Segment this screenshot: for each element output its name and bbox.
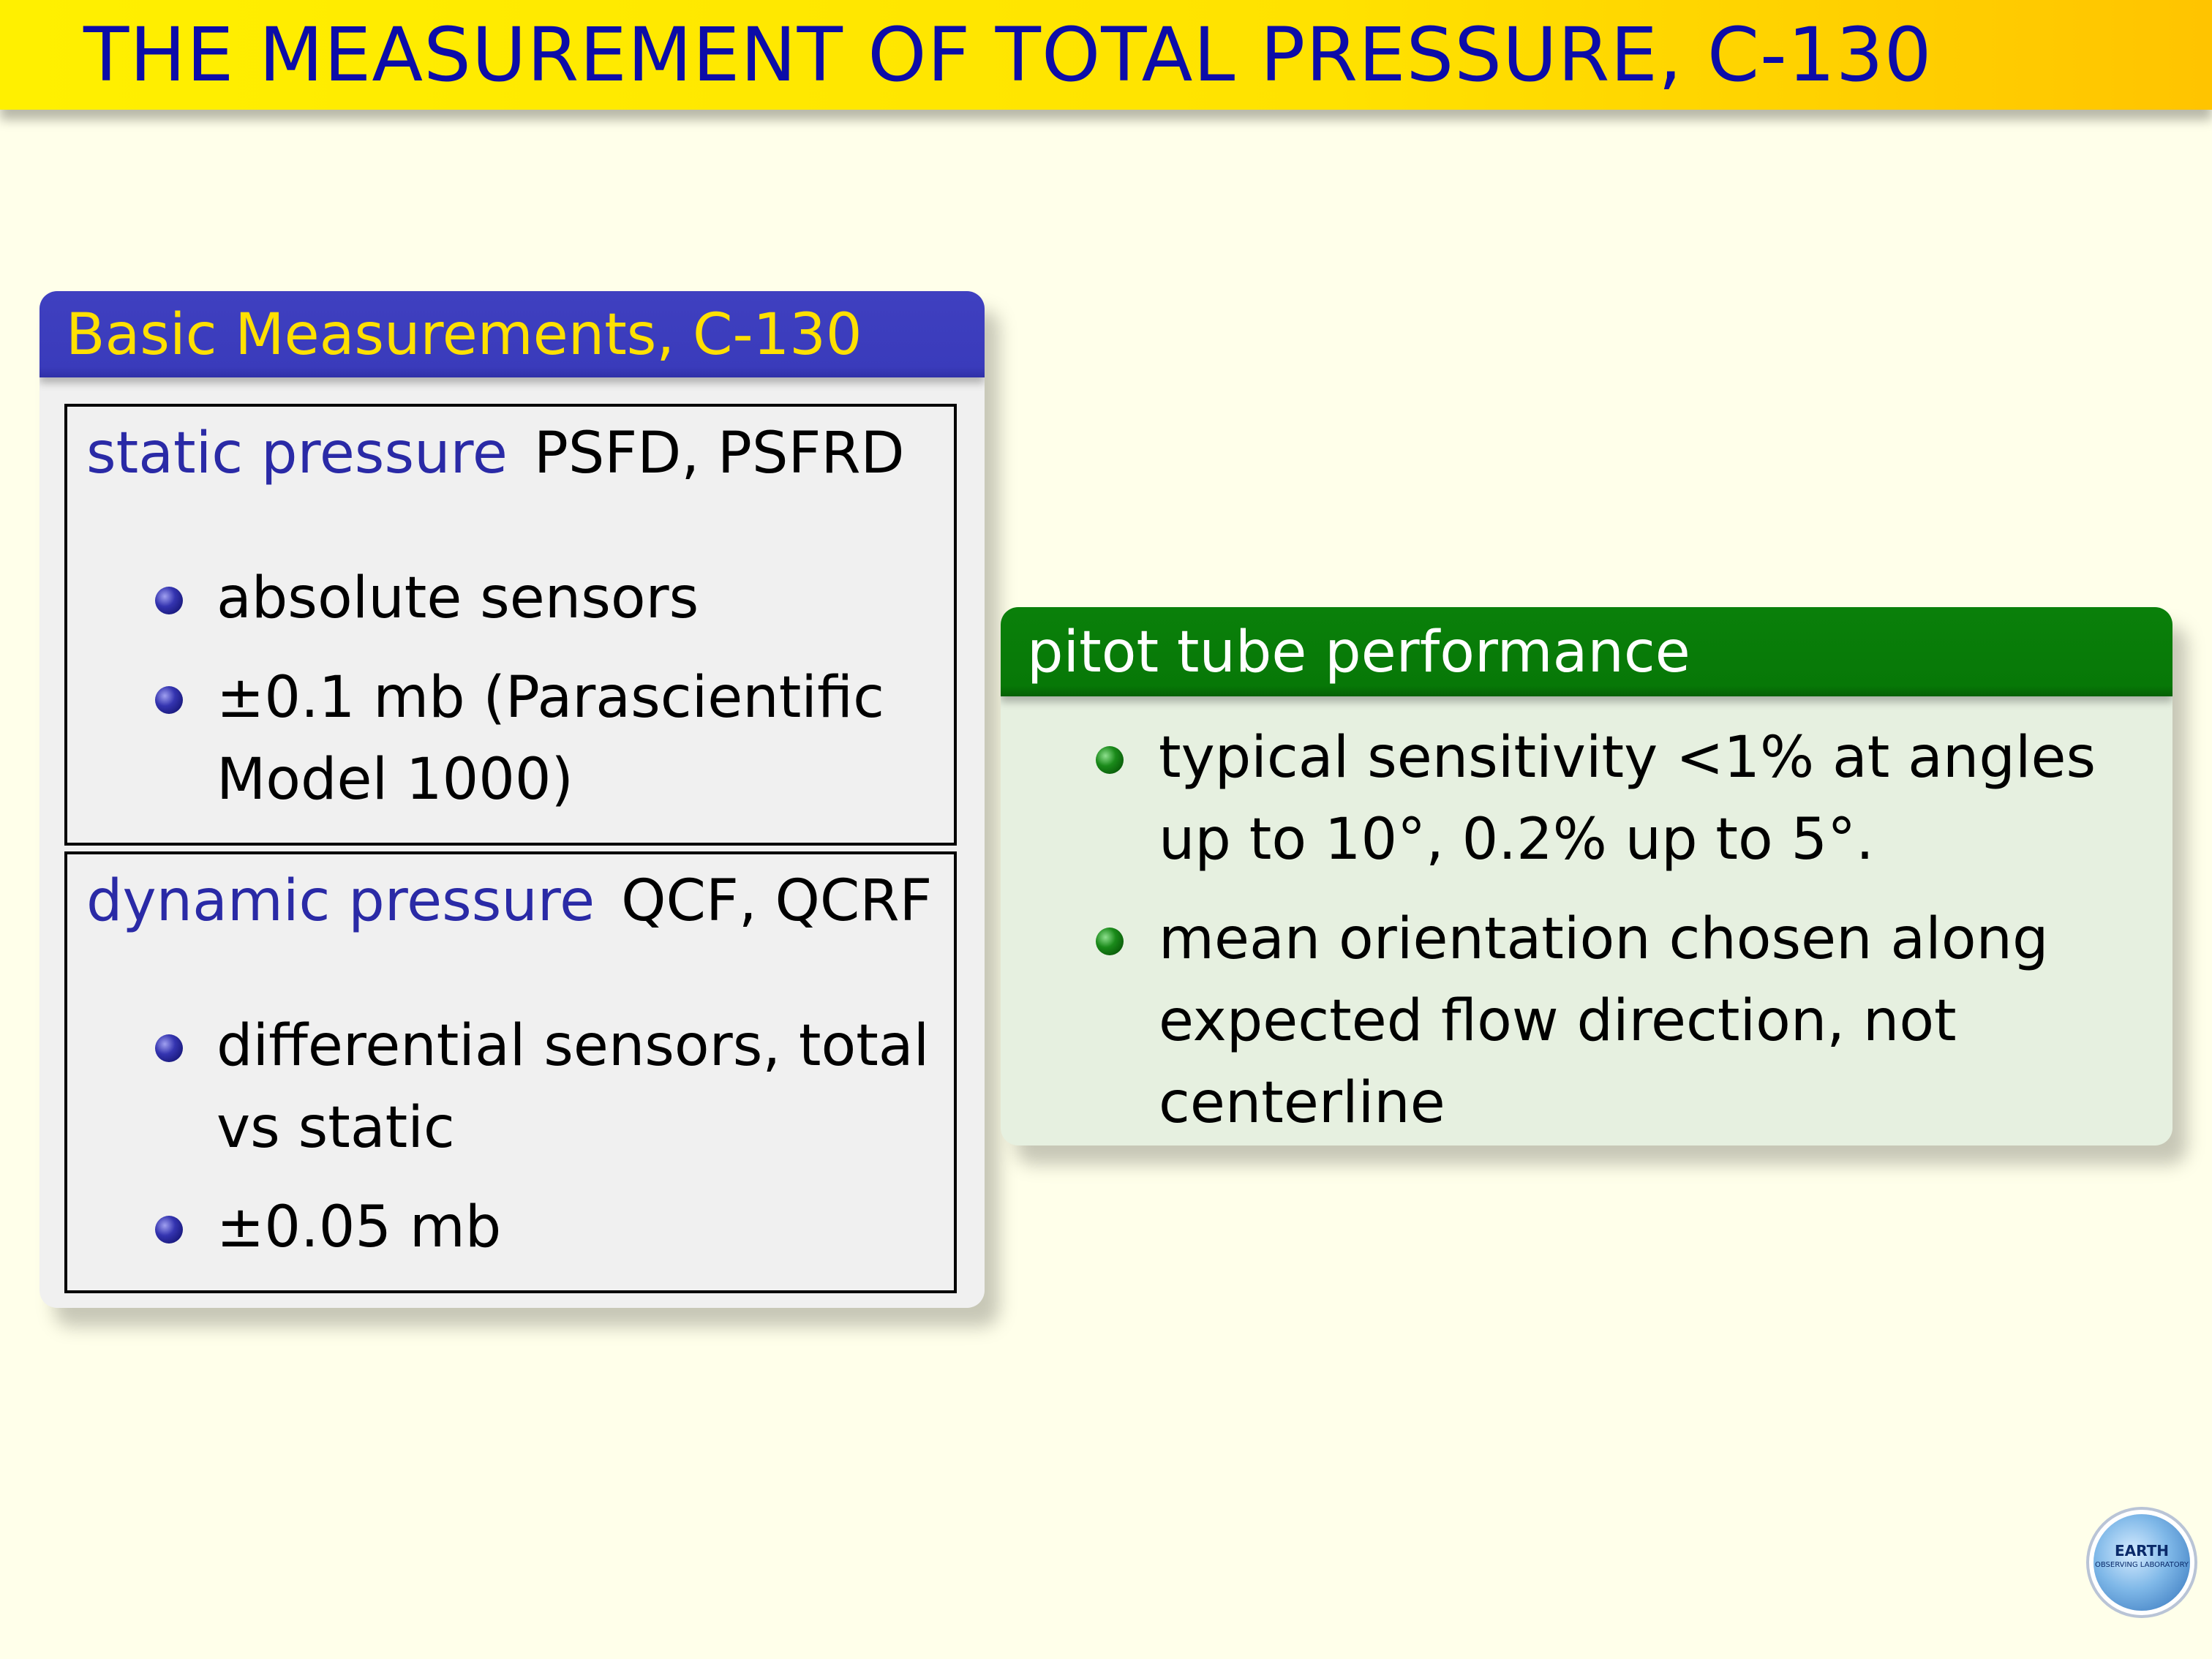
bullet-text: differential sensors, total vs static bbox=[217, 1013, 930, 1161]
bullet-text: typical sensitivity <1% at angles up to … bbox=[1159, 725, 2096, 873]
static-pressure-box: static pressure PSFD, PSFRD absolute sens… bbox=[64, 404, 957, 846]
bullet-text: ±0.05 mb bbox=[217, 1195, 502, 1260]
static-pressure-list: absolute sensors ±0.1 mb (Parascientific… bbox=[67, 557, 954, 838]
pitot-list: typical sensitivity <1% at angles up to … bbox=[1001, 717, 2172, 1146]
logo-main-text: EARTH bbox=[2114, 1542, 2170, 1560]
dynamic-pressure-codes: QCF, QCRF bbox=[621, 868, 933, 934]
bullet-text: ±0.1 mb (Parascientific Model 1000) bbox=[217, 665, 884, 813]
list-item: typical sensitivity <1% at angles up to … bbox=[1001, 717, 2172, 881]
list-item: mean orientation chosen along expected f… bbox=[1001, 898, 2172, 1144]
earth-observing-laboratory-logo: EARTH OBSERVING LABORATORY bbox=[2094, 1514, 2190, 1611]
pitot-block-title: pitot tube performance bbox=[1027, 620, 1690, 685]
dynamic-pressure-list: differential sensors, total vs static ±0… bbox=[67, 1005, 954, 1286]
list-item: ±0.05 mb bbox=[67, 1186, 954, 1268]
list-item: absolute sensors bbox=[67, 557, 954, 639]
static-pressure-codes: PSFD, PSFRD bbox=[533, 421, 905, 486]
slide-title-bar: THE MEASUREMENT OF TOTAL PRESSURE, C-130 bbox=[0, 0, 2212, 110]
dynamic-pressure-heading: dynamic pressure QCF, QCRF bbox=[86, 868, 932, 935]
bullet-icon bbox=[1096, 928, 1124, 955]
basic-block-title: Basic Measurements, C-130 bbox=[66, 302, 862, 368]
bullet-icon bbox=[1096, 746, 1124, 774]
static-pressure-heading: static pressure PSFD, PSFRD bbox=[86, 420, 905, 487]
list-item: differential sensors, total vs static bbox=[67, 1005, 954, 1169]
dynamic-pressure-term: dynamic pressure bbox=[86, 868, 595, 934]
logo-sub-text: OBSERVING LABORATORY bbox=[2094, 1561, 2189, 1569]
bullet-icon bbox=[155, 1034, 183, 1062]
bullet-icon bbox=[155, 587, 183, 614]
bullet-icon bbox=[155, 1216, 183, 1244]
pitot-performance-block: pitot tube performance typical sensitivi… bbox=[1001, 607, 2172, 1146]
list-item: ±0.1 mb (Parascientific Model 1000) bbox=[67, 657, 954, 821]
dynamic-pressure-box: dynamic pressure QCF, QCRF differential s… bbox=[64, 851, 957, 1293]
basic-measurements-block: Basic Measurements, C-130 static pressur… bbox=[40, 291, 985, 1308]
bullet-text: absolute sensors bbox=[217, 565, 699, 631]
basic-block-header: Basic Measurements, C-130 bbox=[40, 291, 985, 377]
pitot-block-header: pitot tube performance bbox=[1001, 607, 2172, 696]
static-pressure-term: static pressure bbox=[86, 421, 508, 486]
bullet-icon bbox=[155, 686, 183, 714]
slide-title: THE MEASUREMENT OF TOTAL PRESSURE, C-130 bbox=[83, 12, 1933, 99]
bullet-text: mean orientation chosen along expected f… bbox=[1159, 906, 2049, 1136]
